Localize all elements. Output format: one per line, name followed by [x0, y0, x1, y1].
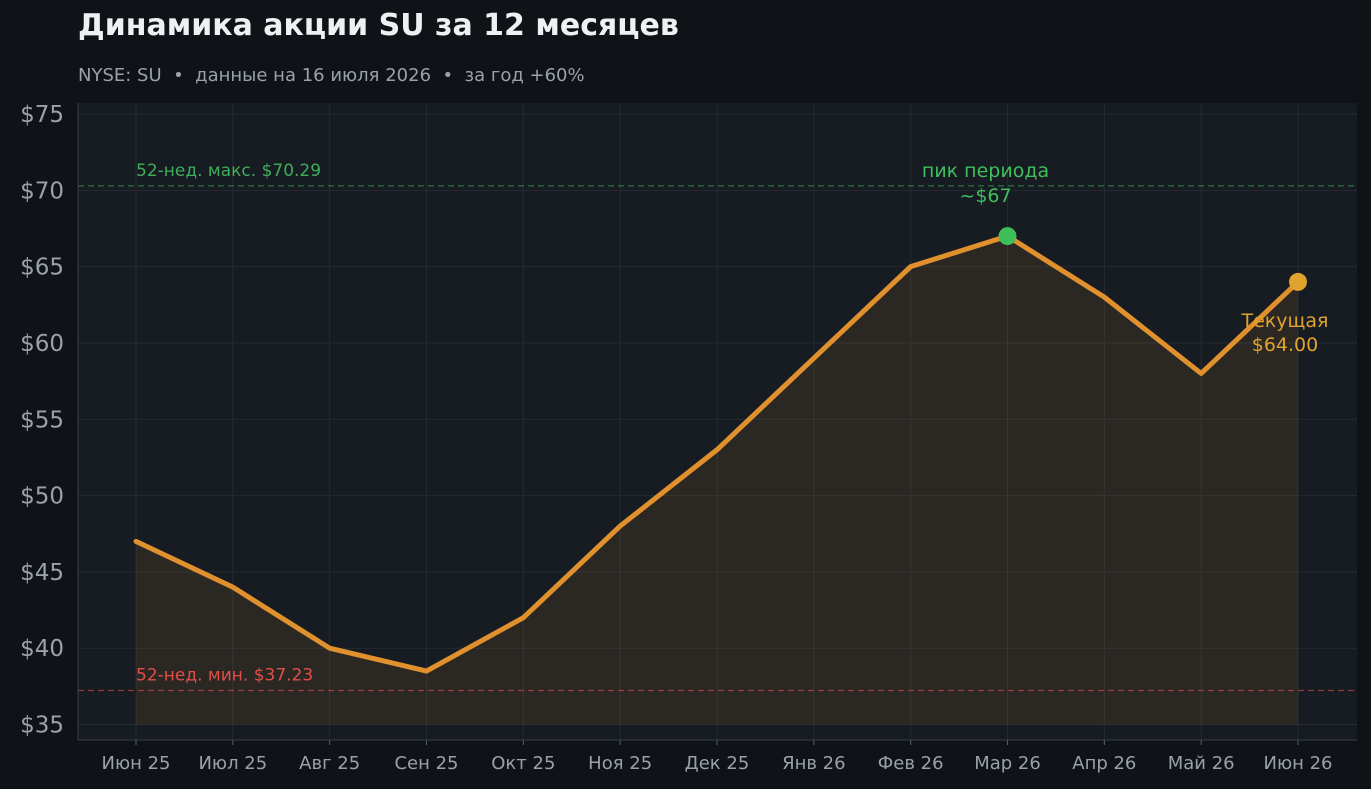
area-fill-layer — [136, 236, 1298, 725]
peak-marker — [998, 227, 1017, 246]
y-tick-label: $65 — [20, 255, 64, 281]
x-tick-label: Авг 25 — [299, 753, 360, 774]
y-tick-label: $45 — [20, 560, 64, 586]
y-tick-label: $70 — [20, 178, 64, 204]
series-area-fill — [136, 236, 1298, 725]
x-tick-label: Фев 26 — [878, 753, 944, 774]
x-tick-label: Ноя 25 — [588, 753, 652, 774]
x-tick-label: Май 26 — [1168, 753, 1235, 774]
current-price-label: Текущая — [1241, 310, 1329, 332]
x-tick-label: Июн 25 — [101, 753, 170, 774]
reference-line-label: 52-нед. мин. $37.23 — [136, 665, 313, 685]
chart-subtitle: NYSE: SU • данные на 16 июля 2026 • за г… — [78, 65, 585, 86]
x-tick-label: Окт 25 — [491, 753, 555, 774]
x-tick-label: Сен 25 — [394, 753, 458, 774]
axis-ticks: $35 $40 $45 $50 $55 $60 $65 $70 $75 Июн 25 Июл 25 А… — [20, 102, 1357, 774]
y-tick-label: $35 — [20, 713, 64, 739]
x-tick-label: Июл 25 — [198, 753, 267, 774]
y-tick-label: $40 — [20, 636, 64, 662]
chart-title: Динамика акции SU за 12 месяцев — [78, 8, 679, 43]
grid — [78, 103, 1357, 740]
series-line — [133, 233, 1301, 674]
x-tick-label: Дек 25 — [685, 753, 750, 774]
x-tick-label: Янв 26 — [782, 753, 846, 774]
current-price-marker — [1289, 272, 1307, 291]
peak-value-label: ~$67 — [959, 185, 1011, 207]
series-line-layer — [133, 233, 1301, 674]
y-tick-label: $50 — [20, 484, 64, 510]
x-tick-label: Апр 26 — [1072, 753, 1136, 774]
reference-line-label: 52-нед. макс. $70.29 — [136, 161, 321, 181]
reference-lines: 52-нед. макс. $70.29 52-нед. мин. $37.23 — [78, 161, 1357, 692]
x-tick-label: Июн 26 — [1263, 753, 1332, 774]
y-tick-label: $60 — [20, 331, 64, 357]
annotations: пик периода ~$67 Текущая$64.00 — [922, 160, 1329, 356]
current-price-value: $64.00 — [1252, 334, 1318, 356]
x-tick-label: Мар 26 — [974, 753, 1041, 774]
y-tick-label: $55 — [20, 407, 64, 433]
y-tick-label: $75 — [20, 102, 64, 128]
peak-label: пик периода — [922, 160, 1049, 182]
